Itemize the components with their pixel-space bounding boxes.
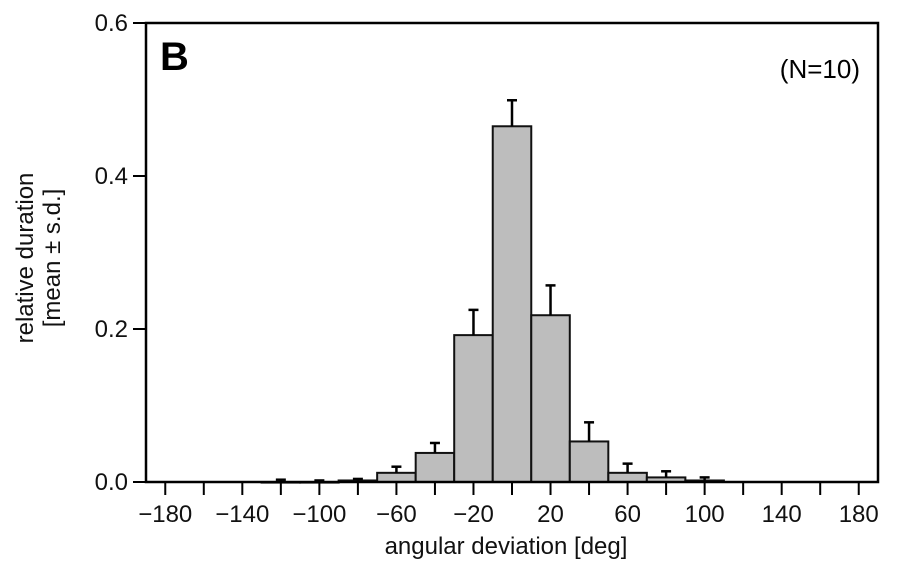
histogram-bar bbox=[491, 125, 533, 484]
error-bars-layer bbox=[275, 99, 710, 482]
x-tick-label: 20 bbox=[537, 501, 564, 528]
x-tick-label: −140 bbox=[215, 501, 269, 528]
y-axis-title-line2: [mean ± s.d.] bbox=[39, 189, 66, 328]
y-tick-label: 0.4 bbox=[95, 163, 128, 190]
y-axis-tick-labels: 0.0 0.2 0.4 0.6 bbox=[95, 10, 128, 496]
y-axis-title-line1: relative duration bbox=[12, 173, 39, 344]
x-tick-label: −100 bbox=[292, 501, 346, 528]
histogram-bar bbox=[376, 471, 417, 484]
y-tick-label: 0.0 bbox=[95, 469, 128, 496]
x-tick-label: 180 bbox=[839, 501, 879, 528]
histogram-bar bbox=[530, 314, 571, 484]
x-axis-tick-labels: −180 −140 −100 −60 −20 20 60 100 140 180 bbox=[138, 501, 879, 528]
histogram-bar bbox=[453, 334, 494, 483]
histogram-bar bbox=[568, 440, 610, 483]
bars-layer bbox=[260, 125, 725, 484]
sample-size-annotation: (N=10) bbox=[780, 54, 860, 84]
x-tick-label: −180 bbox=[138, 501, 192, 528]
panel-label: B bbox=[160, 35, 189, 79]
x-tick-label: −60 bbox=[376, 501, 417, 528]
histogram-bar bbox=[607, 471, 648, 484]
x-tick-label: 140 bbox=[762, 501, 802, 528]
x-axis-title: angular deviation [deg] bbox=[385, 533, 628, 560]
x-axis-ticks bbox=[164, 482, 860, 495]
x-tick-label: 60 bbox=[614, 501, 641, 528]
y-axis-ticks bbox=[133, 22, 146, 483]
histogram-bar bbox=[414, 451, 456, 483]
y-tick-label: 0.6 bbox=[95, 10, 128, 37]
x-tick-label: −20 bbox=[453, 501, 494, 528]
x-tick-label: 100 bbox=[685, 501, 725, 528]
y-tick-label: 0.2 bbox=[95, 316, 128, 343]
